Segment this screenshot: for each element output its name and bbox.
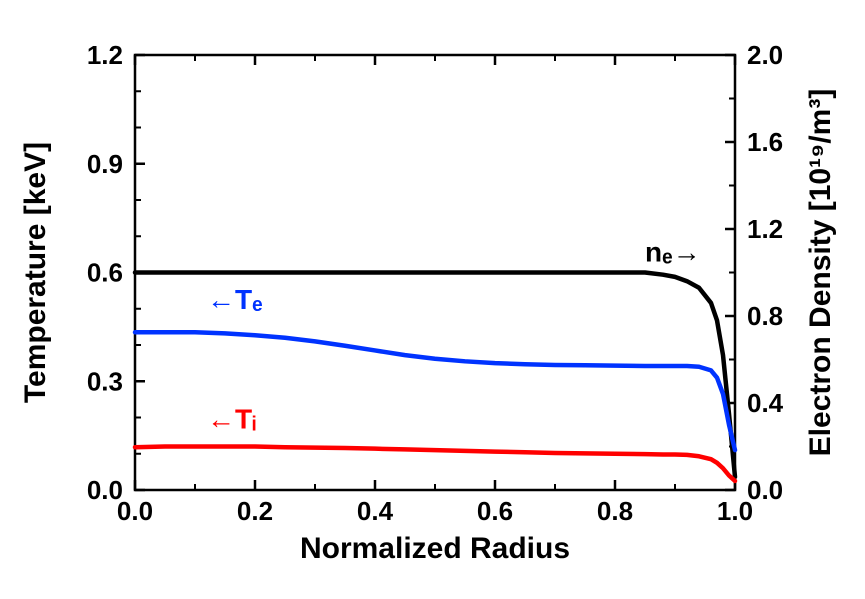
x-tick-label: 0.6	[477, 496, 513, 526]
yleft-axis-title: Temperature [keV]	[19, 142, 52, 403]
plasma-profile-chart: 0.00.20.40.60.81.00.00.30.60.91.20.00.40…	[0, 0, 865, 599]
chart-svg: 0.00.20.40.60.81.00.00.30.60.91.20.00.40…	[0, 0, 865, 599]
x-axis-title: Normalized Radius	[300, 532, 570, 565]
x-tick-label: 0.2	[237, 496, 273, 526]
yright-tick-label: 1.6	[747, 127, 783, 157]
yleft-tick-label: 0.9	[87, 149, 123, 179]
yleft-tick-label: 0.0	[87, 475, 123, 505]
yleft-tick-label: 0.3	[87, 366, 123, 396]
yright-tick-label: 0.4	[747, 388, 784, 418]
x-tick-label: 0.4	[357, 496, 394, 526]
series-label-Te: ←Tₑ	[207, 284, 263, 315]
series-Ti	[135, 447, 735, 481]
yright-axis-title: Electron Density [10¹⁹/m³]	[804, 89, 837, 457]
yleft-tick-label: 0.6	[87, 258, 123, 288]
series-label-ne: nₑ→	[645, 237, 701, 268]
x-tick-label: 0.8	[597, 496, 633, 526]
yright-tick-label: 2.0	[747, 40, 783, 70]
yleft-tick-label: 1.2	[87, 40, 123, 70]
yright-tick-label: 0.0	[747, 475, 783, 505]
series-label-Ti: ←Tᵢ	[207, 403, 256, 434]
yright-tick-label: 0.8	[747, 301, 783, 331]
yright-tick-label: 1.2	[747, 214, 783, 244]
